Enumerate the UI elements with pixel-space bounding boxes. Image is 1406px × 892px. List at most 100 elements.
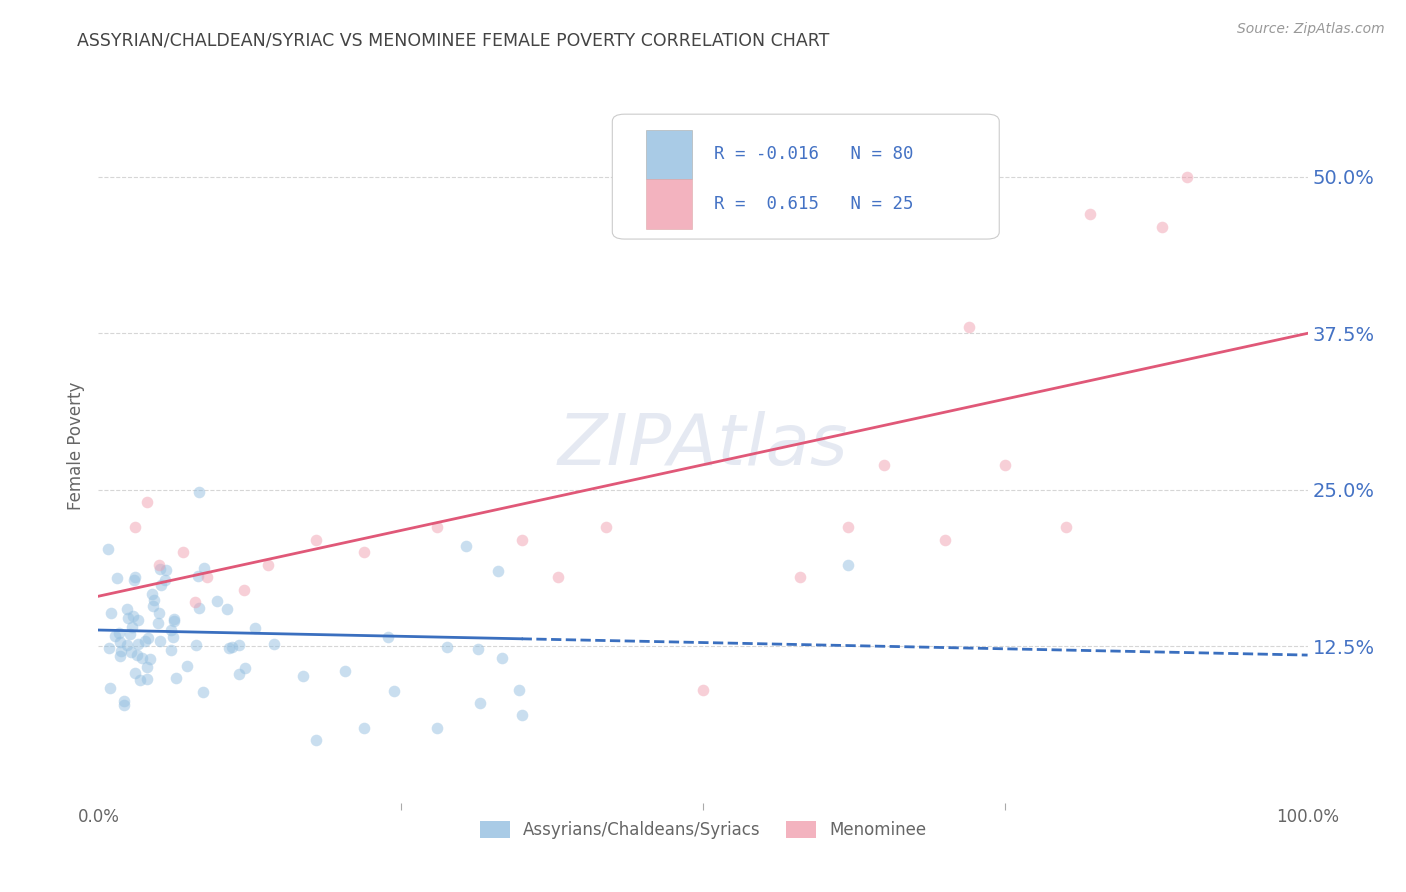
Point: [215, 602, 238, 616]
Point: [426, 520, 449, 534]
Point: [1175, 169, 1198, 184]
Point: [163, 612, 186, 626]
Point: [104, 629, 127, 643]
Point: [165, 671, 187, 685]
Point: [184, 638, 207, 652]
Point: [467, 642, 489, 657]
Point: [377, 631, 399, 645]
Point: [595, 520, 617, 534]
Point: [149, 634, 172, 648]
Point: [110, 644, 132, 658]
Point: [122, 573, 145, 587]
Text: R =  0.615   N = 25: R = 0.615 N = 25: [714, 195, 914, 213]
Point: [176, 659, 198, 673]
Point: [117, 611, 139, 625]
Point: [118, 627, 141, 641]
Point: [426, 721, 449, 735]
FancyBboxPatch shape: [613, 114, 1000, 239]
Point: [837, 558, 859, 572]
Point: [148, 558, 170, 572]
Point: [934, 533, 956, 547]
Point: [263, 637, 285, 651]
Point: [155, 563, 177, 577]
Point: [468, 696, 491, 710]
Point: [121, 620, 143, 634]
Point: [110, 634, 132, 648]
Point: [162, 615, 184, 629]
Point: [100, 681, 122, 695]
Point: [134, 634, 156, 648]
Point: [256, 558, 278, 572]
Point: [138, 631, 160, 645]
Point: [149, 562, 172, 576]
Point: [486, 564, 509, 578]
Point: [195, 570, 218, 584]
Point: [127, 648, 149, 663]
Point: [305, 733, 328, 747]
Point: [135, 672, 157, 686]
Legend: Assyrians/Chaldeans/Syriacs, Menominee: Assyrians/Chaldeans/Syriacs, Menominee: [474, 814, 932, 846]
Text: Source: ZipAtlas.com: Source: ZipAtlas.com: [1237, 22, 1385, 37]
Point: [127, 637, 149, 651]
Point: [333, 665, 356, 679]
Point: [305, 533, 328, 547]
Point: [1152, 219, 1174, 234]
Point: [353, 721, 375, 735]
Point: [228, 667, 250, 681]
Point: [218, 640, 240, 655]
Point: [148, 615, 170, 630]
FancyBboxPatch shape: [647, 129, 692, 179]
Y-axis label: Female Poverty: Female Poverty: [67, 382, 86, 510]
Point: [112, 698, 135, 713]
Point: [1054, 520, 1077, 534]
Point: [692, 683, 714, 698]
Point: [121, 608, 143, 623]
Point: [139, 652, 162, 666]
Point: [994, 458, 1017, 472]
Point: [245, 621, 267, 635]
Point: [141, 587, 163, 601]
Point: [100, 606, 122, 620]
Point: [491, 651, 513, 665]
Point: [187, 601, 209, 615]
Point: [129, 673, 152, 687]
Point: [873, 458, 896, 472]
Point: [436, 640, 458, 655]
Point: [148, 606, 170, 620]
Point: [1078, 207, 1101, 221]
Point: [160, 643, 183, 657]
Point: [162, 630, 184, 644]
Point: [124, 666, 146, 681]
Point: [510, 708, 533, 723]
Point: [115, 601, 138, 615]
Point: [97, 641, 120, 656]
Point: [135, 495, 157, 509]
Point: [184, 595, 207, 609]
Point: [149, 578, 172, 592]
Point: [97, 541, 120, 556]
Point: [186, 569, 208, 583]
Point: [789, 570, 811, 584]
Point: [160, 623, 183, 637]
Point: [187, 484, 209, 499]
Text: ASSYRIAN/CHALDEAN/SYRIAC VS MENOMINEE FEMALE POVERTY CORRELATION CHART: ASSYRIAN/CHALDEAN/SYRIAC VS MENOMINEE FE…: [77, 31, 830, 49]
Point: [456, 539, 478, 553]
Text: ZIPAtlas: ZIPAtlas: [558, 411, 848, 481]
Point: [112, 693, 135, 707]
Point: [115, 638, 138, 652]
Point: [120, 644, 142, 658]
FancyBboxPatch shape: [647, 179, 692, 229]
Point: [837, 520, 859, 534]
Point: [135, 660, 157, 674]
Point: [172, 545, 194, 559]
Point: [127, 613, 149, 627]
Point: [228, 638, 250, 652]
Point: [292, 668, 315, 682]
Point: [508, 683, 530, 698]
Point: [382, 683, 405, 698]
Point: [221, 640, 243, 654]
Point: [207, 594, 229, 608]
Point: [155, 573, 177, 587]
Point: [547, 570, 569, 584]
Point: [110, 648, 132, 663]
